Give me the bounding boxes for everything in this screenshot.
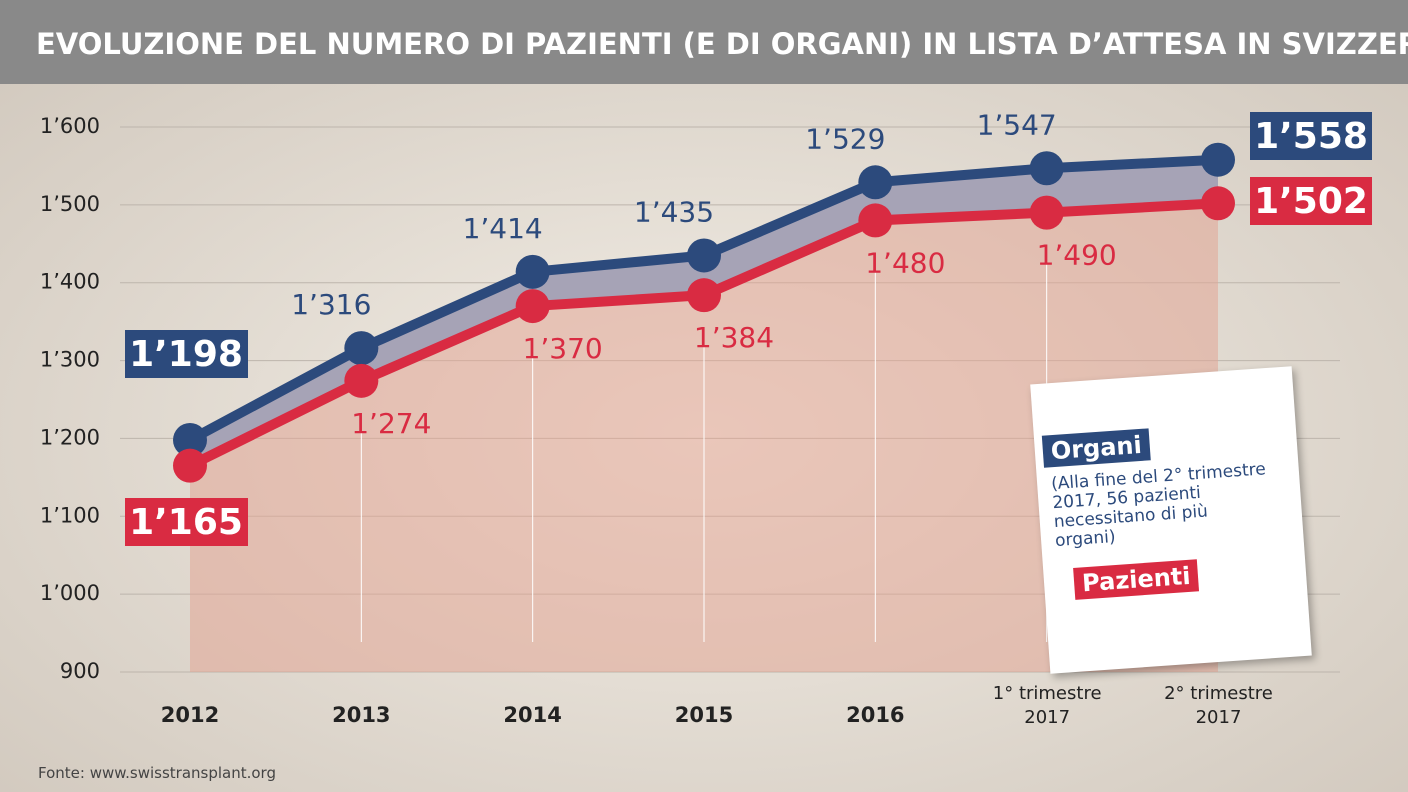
value-label: 1’370 bbox=[523, 332, 603, 365]
point bbox=[1029, 151, 1064, 186]
x-tick-label: 2015 bbox=[674, 703, 734, 727]
legend-entry: Pazienti bbox=[1073, 559, 1200, 600]
y-tick-label: 1’600 bbox=[40, 114, 100, 138]
value-label: 1’529 bbox=[805, 122, 885, 155]
point bbox=[344, 363, 379, 398]
x-tick-label: 2014 bbox=[503, 703, 562, 727]
point bbox=[344, 331, 379, 366]
x-tick-label: 2° trimestre 2017 bbox=[1164, 683, 1273, 728]
point bbox=[687, 238, 721, 273]
y-tick-label: 1’500 bbox=[40, 192, 100, 216]
point bbox=[515, 254, 550, 289]
value-label-box bbox=[125, 498, 248, 546]
value-label: 1’274 bbox=[351, 407, 431, 440]
point bbox=[1201, 142, 1235, 177]
value-label-box bbox=[125, 330, 248, 378]
value-label: 1’558 bbox=[1254, 116, 1368, 157]
value-label: 1’384 bbox=[694, 321, 774, 354]
point bbox=[858, 203, 893, 238]
y-tick-label: 1’200 bbox=[40, 425, 100, 449]
chart-title: EVOLUZIONE DEL NUMERO DI PAZIENTI (E DI … bbox=[36, 27, 1408, 61]
band bbox=[190, 159, 1218, 466]
value-label: 1’490 bbox=[1037, 239, 1117, 272]
y-tick-label: 1’100 bbox=[40, 503, 100, 527]
source: Fonte: www.swisstransplant.org bbox=[38, 764, 276, 782]
point bbox=[515, 289, 550, 324]
point bbox=[687, 278, 721, 313]
y-tick-label: 1’400 bbox=[40, 270, 100, 294]
value-label: 1’316 bbox=[291, 288, 371, 321]
value-label: 1’414 bbox=[463, 212, 543, 245]
y-tick-label: 1’000 bbox=[40, 581, 100, 605]
value-label: 1’198 bbox=[129, 334, 243, 375]
value-label-box bbox=[1250, 112, 1372, 160]
value-label: 1’435 bbox=[634, 195, 714, 228]
value-label: 1’480 bbox=[865, 246, 945, 279]
title-bar bbox=[0, 0, 1408, 84]
x-tick-label: 1° trimestre 2017 bbox=[992, 683, 1102, 728]
legend-note: Organi (Alla fine del 2° trimestre 2017,… bbox=[1030, 366, 1312, 674]
annotation: (Alla fine del 2° trimestre 2017, 56 paz… bbox=[1050, 459, 1267, 552]
value-label: 1’547 bbox=[977, 108, 1057, 141]
point bbox=[173, 422, 207, 457]
value-label-box bbox=[1250, 177, 1372, 225]
point bbox=[173, 448, 207, 483]
value-label: 1’502 bbox=[1254, 181, 1368, 222]
x-tick-label: 2016 bbox=[846, 703, 905, 727]
legend-entry: Organi bbox=[1041, 428, 1151, 468]
value-label: 1’165 bbox=[129, 502, 243, 543]
y-tick-label: 1’300 bbox=[40, 348, 100, 372]
x-tick-label: 2012 bbox=[160, 703, 220, 727]
x-tick-label: 2013 bbox=[332, 703, 391, 727]
point bbox=[1201, 186, 1235, 221]
point bbox=[858, 165, 893, 200]
point bbox=[1029, 195, 1064, 230]
y-tick-label: 900 bbox=[60, 659, 100, 683]
